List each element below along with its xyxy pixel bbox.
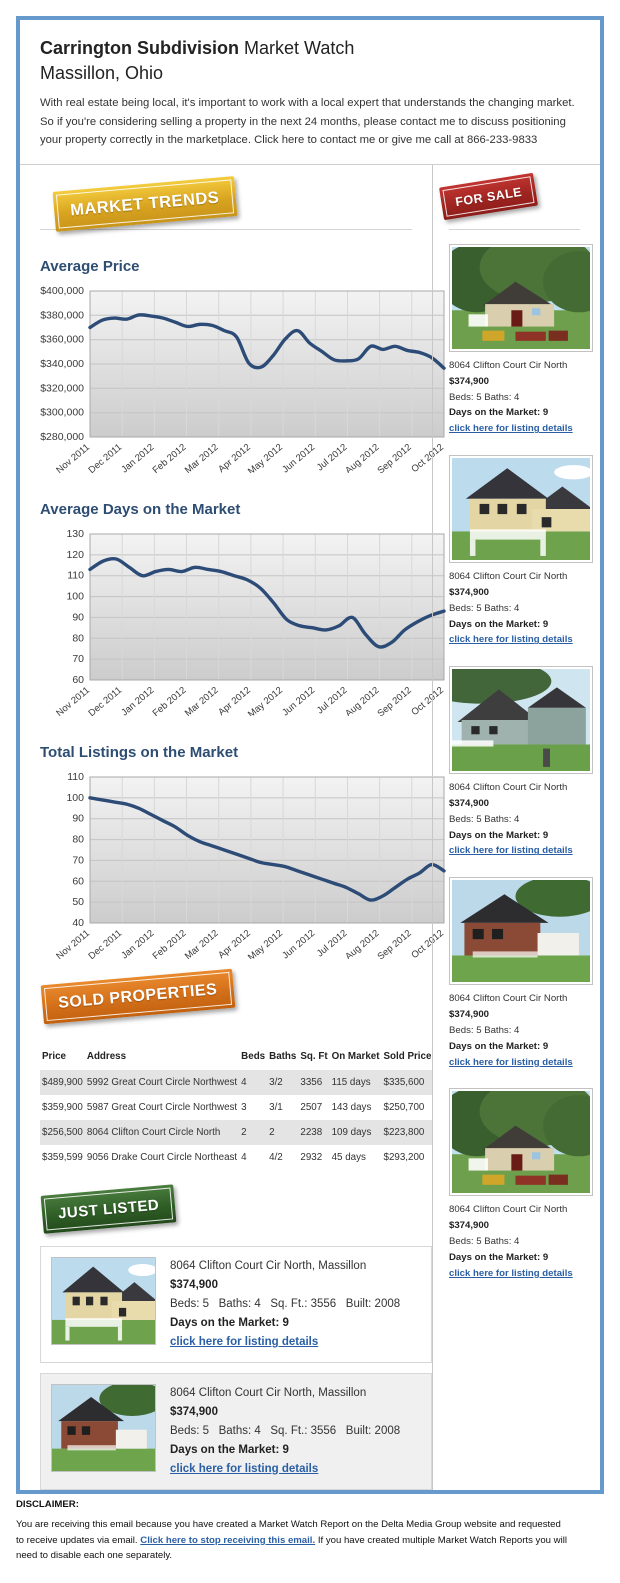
svg-text:40: 40 [72,917,84,929]
svg-text:90: 90 [72,611,84,623]
svg-text:$300,000: $300,000 [40,407,84,419]
svg-text:60: 60 [72,674,84,686]
svg-text:Sep 2012: Sep 2012 [375,928,413,959]
svg-text:$380,000: $380,000 [40,309,84,321]
svg-text:110: 110 [67,570,84,582]
svg-text:Mar 2012: Mar 2012 [183,685,221,716]
svg-text:100: 100 [66,590,84,602]
svg-text:120: 120 [66,549,84,561]
svg-text:80: 80 [72,833,84,845]
svg-text:Dec 2011: Dec 2011 [86,928,124,959]
svg-text:60: 60 [72,875,84,887]
svg-text:Jun 2012: Jun 2012 [280,442,317,473]
svg-text:$320,000: $320,000 [40,382,84,394]
svg-text:$280,000: $280,000 [40,431,84,443]
svg-text:100: 100 [66,792,84,804]
svg-text:May 2012: May 2012 [246,442,285,473]
svg-text:May 2012: May 2012 [246,685,285,716]
svg-text:$340,000: $340,000 [40,358,84,370]
svg-text:Jun 2012: Jun 2012 [280,928,317,959]
svg-text:Sep 2012: Sep 2012 [375,442,413,473]
svg-text:Jun 2012: Jun 2012 [280,685,317,716]
svg-text:80: 80 [72,632,84,644]
svg-text:$400,000: $400,000 [40,285,84,297]
svg-text:70: 70 [72,653,84,665]
svg-text:110: 110 [67,771,84,783]
svg-text:Dec 2011: Dec 2011 [86,685,124,716]
svg-text:50: 50 [72,896,84,908]
svg-text:70: 70 [72,854,84,866]
svg-text:Dec 2011: Dec 2011 [86,442,124,473]
svg-text:130: 130 [66,528,84,540]
svg-text:May 2012: May 2012 [246,928,285,959]
svg-text:90: 90 [72,813,84,825]
svg-text:Mar 2012: Mar 2012 [183,442,221,473]
svg-text:Mar 2012: Mar 2012 [183,928,221,959]
svg-text:Sep 2012: Sep 2012 [375,685,413,716]
svg-text:$360,000: $360,000 [40,334,84,346]
